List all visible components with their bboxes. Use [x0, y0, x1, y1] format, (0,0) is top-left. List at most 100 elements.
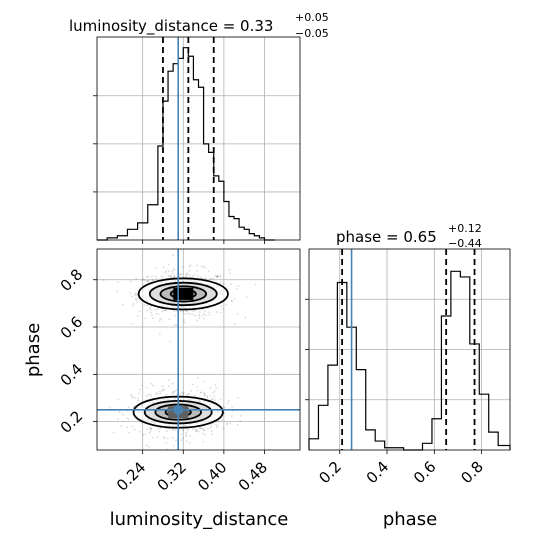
scatter-point	[203, 392, 206, 395]
scatter-point	[244, 316, 247, 319]
scatter-point	[133, 428, 136, 431]
scatter-point	[183, 321, 186, 324]
scatter-point	[144, 433, 147, 436]
scatter-point	[210, 397, 213, 400]
scatter-point	[149, 308, 152, 311]
scatter-point	[227, 402, 229, 404]
scatter-point	[204, 394, 206, 397]
scatter-point	[216, 276, 219, 279]
scatter-point	[173, 309, 176, 312]
scatter-point	[157, 392, 160, 395]
scatter-point	[191, 383, 194, 386]
scatter-point	[91, 409, 93, 411]
scatter-point	[171, 391, 174, 394]
scatter-point	[216, 311, 218, 313]
scatter-point	[200, 308, 203, 311]
scatter-point	[222, 427, 225, 430]
phase-histogram-line	[308, 270, 511, 451]
scatter-point	[203, 380, 206, 383]
scatter-point	[155, 312, 158, 315]
scatter-point	[236, 423, 239, 426]
scatter-point	[151, 314, 153, 317]
scatter-point	[196, 389, 199, 392]
scatter-point	[235, 287, 238, 290]
scatter-point	[160, 310, 163, 313]
scatter-point	[152, 384, 155, 387]
scatter-point	[237, 285, 240, 287]
scatter-point	[215, 426, 218, 429]
phase-histogram-panel: 0.2 0.4 0.6 0.8	[305, 248, 511, 488]
scatter-point	[135, 278, 138, 280]
scatter-point	[185, 276, 187, 278]
scatter-point	[169, 275, 172, 278]
scatter-point	[171, 270, 174, 273]
scatter-point	[210, 424, 213, 426]
scatter-point	[245, 296, 248, 299]
scatter-point	[189, 274, 191, 276]
scatter-point	[189, 313, 192, 316]
density-core-mode-0	[173, 287, 194, 300]
scatter-point	[134, 297, 137, 299]
scatter-point	[203, 312, 206, 315]
phase-xtick-label-1: 0.4	[363, 458, 393, 488]
scatter-point	[222, 282, 225, 285]
scatter-point	[146, 428, 149, 431]
scatter-point	[195, 429, 198, 432]
scatter-point	[204, 434, 206, 436]
scatter-point	[190, 390, 193, 392]
scatter-point	[215, 386, 218, 389]
scatter-point	[117, 281, 120, 283]
scatter-point	[185, 435, 188, 437]
scatter-point	[188, 269, 191, 272]
scatter-point	[173, 324, 176, 326]
scatter-point	[215, 423, 218, 426]
scatter-point	[219, 276, 222, 278]
scatter-point	[128, 431, 131, 434]
scatter-point	[173, 275, 176, 278]
scatter-point	[155, 393, 158, 396]
scatter-point	[122, 414, 125, 416]
scatter-point	[139, 310, 141, 313]
scatter-point	[126, 426, 128, 429]
scatter-point	[202, 265, 205, 268]
scatter-point	[184, 273, 187, 276]
scatter-point	[164, 271, 167, 274]
scatter-point	[224, 406, 226, 409]
scatter-point	[225, 303, 228, 306]
scatter-point	[197, 430, 200, 433]
scatter-point	[118, 410, 121, 413]
scatter-point	[152, 317, 154, 320]
scatter-point	[198, 314, 201, 317]
phase-ytick-label-1: 0.4	[57, 360, 87, 390]
scatter-point	[148, 432, 151, 434]
scatter-point	[175, 439, 177, 442]
scatter-point	[183, 319, 185, 321]
scatter-point	[185, 310, 188, 313]
scatter-point	[203, 391, 206, 394]
scatter-point	[215, 275, 218, 278]
scatter-point	[181, 266, 183, 269]
scatter-point	[146, 275, 148, 278]
scatter-point	[158, 430, 161, 433]
scatter-point	[151, 436, 154, 439]
scatter-point	[155, 277, 158, 280]
scatter-point	[150, 427, 153, 430]
scatter-point	[230, 415, 233, 418]
scatter-point	[211, 433, 214, 435]
scatter-point	[188, 265, 191, 268]
scatter-point	[198, 316, 201, 319]
scatter-point	[163, 388, 166, 391]
scatter-point	[162, 436, 165, 438]
scatter-point	[137, 397, 140, 400]
scatter-point	[117, 418, 119, 421]
scatter-point	[187, 429, 189, 432]
scatter-point	[131, 295, 134, 298]
two-d-density-panel: 0.24 0.32 0.40 0.48 0.2 0.4 0.6 0.8	[57, 248, 301, 495]
phase-title-plus: +0.12	[448, 222, 482, 235]
scatter-point	[159, 318, 161, 320]
scatter-point	[137, 314, 139, 317]
scatter-point	[150, 382, 153, 385]
scatter-point	[192, 310, 195, 313]
scatter-point	[156, 436, 159, 439]
luminosity-distance-histogram-frame	[96, 36, 301, 241]
